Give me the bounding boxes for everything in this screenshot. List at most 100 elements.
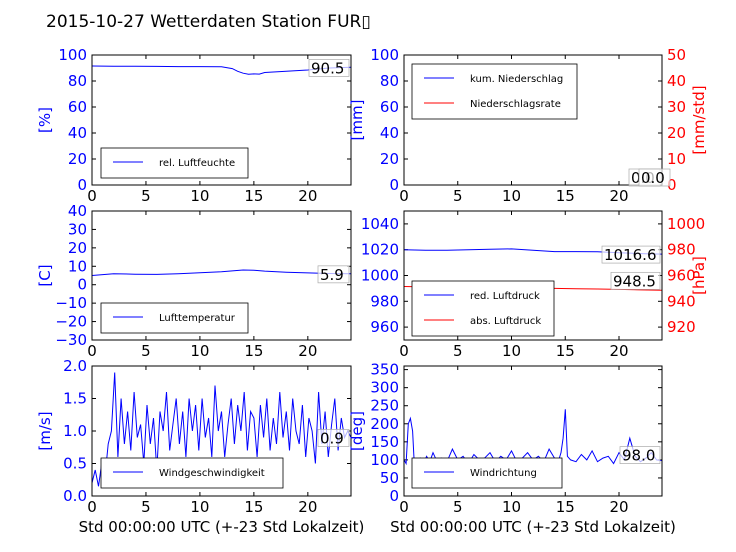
y-tick-label: 60 xyxy=(380,98,399,116)
y-tick-label-right: 40 xyxy=(667,72,686,90)
y-tick-label: −20 xyxy=(55,313,87,331)
y-tick-label: 0 xyxy=(389,176,399,194)
y-tick-label: 1040 xyxy=(361,215,399,233)
x-tick-label: 20 xyxy=(609,342,628,360)
last-value-label: 98.0 xyxy=(622,447,655,465)
y-tick-label-right: 1000 xyxy=(667,215,705,233)
y-axis-label-right: [mm/std] xyxy=(690,85,708,154)
y-tick-label: 10 xyxy=(68,257,87,275)
last-value-box xyxy=(308,58,350,77)
y-tick-label: 20 xyxy=(68,150,87,168)
y-tick-label: 0 xyxy=(389,487,399,505)
legend-box xyxy=(100,302,249,334)
chart-temperature: 0 5 10 15 20−30−20−10010203040[C]Lufttempera… xyxy=(36,202,352,360)
x-tick-label: 0 xyxy=(87,342,97,360)
last-value-box xyxy=(601,245,661,264)
plot-frame xyxy=(403,365,663,497)
legend-box xyxy=(100,147,249,179)
y-tick-label: 980 xyxy=(370,292,399,310)
last-value-box xyxy=(610,271,661,290)
y-axis-label: [deg] xyxy=(348,411,366,451)
x-tick-label: 0 xyxy=(87,498,97,516)
x-tick-label: 20 xyxy=(609,498,628,516)
y-axis-label: [mm] xyxy=(348,100,366,141)
x-tick-label: 15 xyxy=(244,342,263,360)
y-tick-label: 80 xyxy=(380,72,399,90)
series-line xyxy=(92,269,351,276)
x-tick-label: 20 xyxy=(609,187,628,205)
x-tick-label: 0 xyxy=(399,342,409,360)
y-tick-label: 1000 xyxy=(361,267,399,285)
x-tick-label: 15 xyxy=(244,187,263,205)
legend: kum. Niederschlag Niederschlagsrate xyxy=(411,63,578,120)
y-tick-label: 0 xyxy=(77,176,87,194)
x-tick-label: 10 xyxy=(502,187,521,205)
last-value-label: 90.5 xyxy=(311,59,344,77)
y-tick-label: −10 xyxy=(55,294,87,312)
last-value-box xyxy=(317,429,350,447)
legend: Windrichtung xyxy=(411,457,563,489)
y-tick-label: 300 xyxy=(370,379,399,397)
last-value-label: 1016.6 xyxy=(604,246,657,264)
y-tick-label-right: 10 xyxy=(667,150,686,168)
y-tick-label: 1020 xyxy=(361,241,399,259)
y-tick-label: 30 xyxy=(68,220,87,238)
y-tick-label: 1.5 xyxy=(63,390,87,408)
x-tick-label: 15 xyxy=(244,498,263,516)
series-line xyxy=(92,372,351,487)
plot-frame xyxy=(91,365,352,497)
x-tick-label: 10 xyxy=(502,498,521,516)
x-tick-label: 15 xyxy=(556,187,575,205)
x-tick-label: 20 xyxy=(298,187,317,205)
y-tick-label-right: 30 xyxy=(667,98,686,116)
x-tick-label: 5 xyxy=(141,187,151,205)
y-tick-label: 40 xyxy=(380,124,399,142)
x-tick-label: 10 xyxy=(190,498,209,516)
y-tick-label: 20 xyxy=(68,239,87,257)
y-axis-label: [%] xyxy=(36,107,54,133)
x-tick-label: 5 xyxy=(141,342,151,360)
y-tick-label: 100 xyxy=(370,451,399,469)
y-axis-label: [C] xyxy=(36,264,54,286)
legend: Windgeschwindigkeit xyxy=(100,457,284,489)
y-tick-label: −30 xyxy=(55,331,87,349)
y-tick-label: 40 xyxy=(68,202,87,220)
legend: rel. Luftfeuchte xyxy=(100,147,249,179)
chart-precipitation: 0 5 10 15 20 0 20 40 60 80 100 0 10 20 30 40 50 [mm] [mm/s… xyxy=(348,46,708,205)
x-tick-label: 5 xyxy=(453,498,463,516)
y-tick-label-right: 50 xyxy=(667,46,686,64)
chart-wind-speed: 0 5 10 15 20 0.0 0.5 1.0 1.5 2.0 [m/s] Std 00:00:00… xyxy=(36,357,364,536)
series-line xyxy=(92,65,351,75)
plot-frame xyxy=(403,54,663,186)
legend-label: red. Luftdruck xyxy=(470,291,540,302)
last-value-label: 5.9 xyxy=(320,266,344,284)
x-tick-label: 0 xyxy=(399,498,409,516)
legend: Lufttemperatur xyxy=(100,302,249,334)
y-tick-label-right: 20 xyxy=(667,124,686,142)
legend-label: Lufttemperatur xyxy=(159,313,236,324)
y-tick-label: 1.0 xyxy=(63,422,87,440)
x-tick-label: 0 xyxy=(399,187,409,205)
chart-pressure: 0 5 10 15 20 960 980 1000 1020 1040 920 940 960 980 10… xyxy=(361,210,708,360)
y-tick-label: 200 xyxy=(370,415,399,433)
y-tick-label: 20 xyxy=(380,150,399,168)
legend-label: Windrichtung xyxy=(470,468,537,479)
x-axis-label: Std 00:00:00 UTC (+-23 Std Lokalzeit) xyxy=(79,518,365,536)
figure-title: 2015-10-27 Wetterdaten Station FUR▯ xyxy=(46,12,371,32)
last-value-label: 948.5 xyxy=(613,272,656,290)
x-tick-label: 0 xyxy=(87,187,97,205)
x-tick-label: 20 xyxy=(298,342,317,360)
legend-label: rel. Luftfeuchte xyxy=(159,158,235,169)
y-tick-label: 60 xyxy=(68,98,87,116)
x-tick-label: 10 xyxy=(190,187,209,205)
legend-box xyxy=(411,457,563,489)
legend-box xyxy=(100,457,284,489)
last-value-box xyxy=(619,446,661,464)
legend-label: Windgeschwindigkeit xyxy=(159,468,265,479)
y-tick-label: 100 xyxy=(370,46,399,64)
legend-label: kum. Niederschlag xyxy=(470,74,563,85)
y-tick-label: 100 xyxy=(58,46,87,64)
x-tick-label: 5 xyxy=(453,342,463,360)
